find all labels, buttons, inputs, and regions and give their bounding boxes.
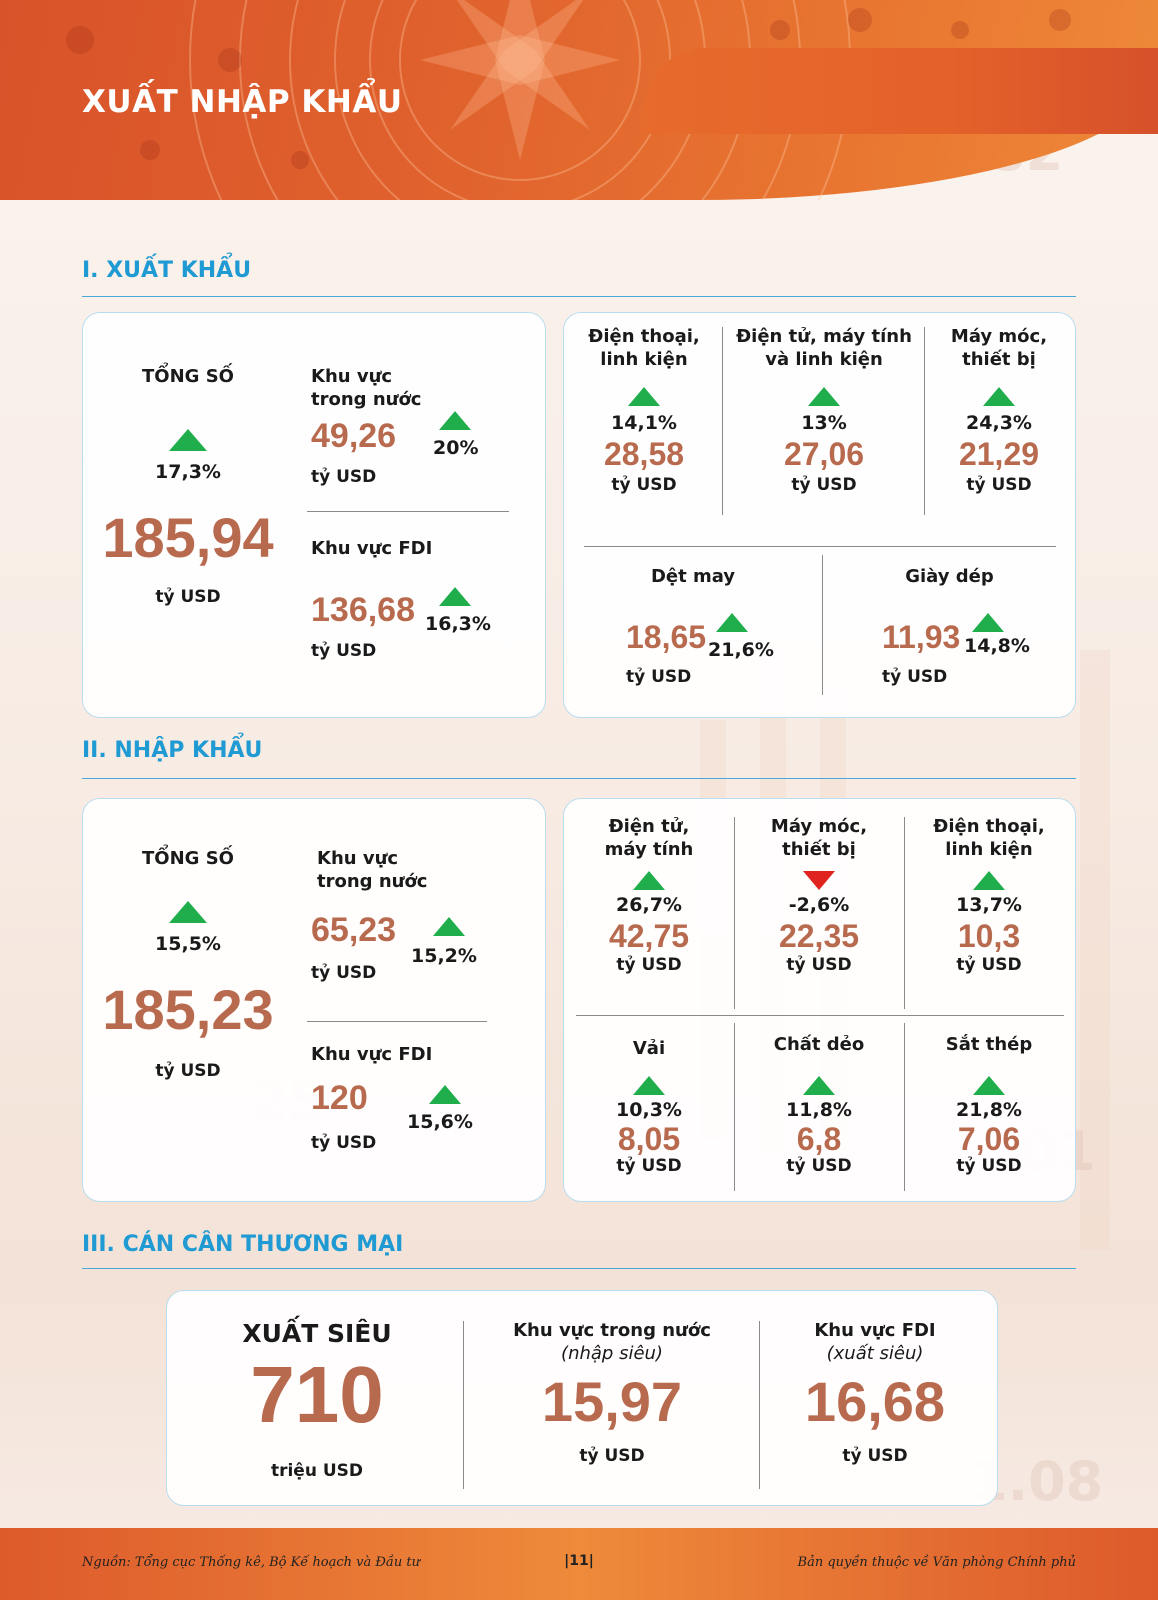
trend-up-icon	[716, 613, 748, 632]
trend-up-icon	[169, 901, 207, 923]
divider	[759, 1321, 760, 1489]
export-item-textiles: Dệt may 18,65 21,6% tỷ USD	[626, 566, 774, 687]
trend-up-icon	[972, 613, 1004, 632]
trend-up-icon	[628, 387, 660, 406]
import-domestic-value: 65,23	[311, 911, 397, 949]
trend-up-icon	[983, 387, 1015, 406]
trend-up-icon	[633, 1076, 665, 1095]
footer-bar	[0, 1528, 1158, 1600]
page-title: XUẤT NHẬP KHẨU	[82, 84, 403, 120]
import-item-fabric: Vải 10,3% 8,05 tỷ USD	[616, 1038, 682, 1176]
trend-up-icon	[808, 387, 840, 406]
header-banner: XUẤT NHẬP KHẨU	[0, 0, 1158, 200]
header-ribbon	[640, 48, 1158, 134]
export-item-machinery: Máy móc, thiết bị 24,3% 21,29 tỷ USD	[950, 326, 1048, 495]
import-total-unit: tỷ USD	[155, 1061, 221, 1081]
import-item-phones: Điện thoại, linh kiện 13,7% 10,3 tỷ USD	[933, 816, 1045, 975]
import-fdi-pct: 15,6%	[407, 1111, 473, 1133]
trend-up-icon	[439, 411, 471, 430]
balance-fdi: Khu vực FDI (xuất siêu) 16,68 tỷ USD	[804, 1320, 946, 1466]
import-total-pct: 15,5%	[155, 933, 221, 955]
section-title-import: II. NHẬP KHẨU	[82, 738, 263, 763]
export-domestic-value: 49,26	[311, 417, 397, 455]
divider	[584, 546, 1056, 547]
import-total-value: 185,23	[102, 978, 274, 1041]
trend-up-icon	[633, 871, 665, 890]
import-domestic-pct: 15,2%	[411, 945, 477, 967]
export-item-footwear: Giày dép 11,93 14,8% tỷ USD	[882, 566, 1030, 687]
export-fdi-pct: 16,3%	[425, 613, 491, 635]
divider	[307, 1021, 487, 1022]
export-total-unit: tỷ USD	[155, 587, 221, 607]
page-number: |11|	[564, 1553, 594, 1569]
divider	[904, 1023, 905, 1191]
divider	[822, 555, 823, 695]
import-item-electronics: Điện tử, máy tính 26,7% 42,75 tỷ USD	[604, 816, 694, 975]
footer-source: Nguồn: Tổng cục Thống kê, Bộ Kế hoạch và…	[82, 1555, 420, 1570]
import-domestic-unit: tỷ USD	[311, 963, 377, 983]
footer-copyright: Bản quyền thuộc về Văn phòng Chính phủ	[797, 1555, 1076, 1570]
export-total-value: 185,94	[102, 506, 274, 569]
section-divider	[82, 778, 1076, 779]
export-fdi-unit: tỷ USD	[311, 641, 377, 661]
import-fdi-value: 120	[311, 1079, 368, 1117]
section-title-export: I. XUẤT KHẨU	[82, 258, 252, 283]
divider	[734, 1023, 735, 1191]
divider	[924, 327, 925, 515]
section-divider	[82, 1268, 1076, 1269]
export-products-card: Điện thoại, linh kiện 14,1% 28,58 tỷ USD…	[563, 312, 1076, 718]
import-total-label: TỔNG SỐ	[142, 848, 234, 869]
import-products-card: Điện tử, máy tính 26,7% 42,75 tỷ USD Máy…	[563, 798, 1076, 1202]
import-domestic-label: Khu vực trong nước	[317, 848, 428, 892]
divider	[904, 817, 905, 1009]
balance-domestic: Khu vực trong nước (nhập siêu) 15,97 tỷ …	[513, 1320, 711, 1466]
export-domestic-unit: tỷ USD	[311, 467, 377, 487]
import-item-machinery: Máy móc, thiết bị -2,6% 22,35 tỷ USD	[770, 816, 868, 975]
balance-card: XUẤT SIÊU 710 triệu USD Khu vực trong nư…	[166, 1290, 998, 1506]
import-fdi-label: Khu vực FDI	[311, 1044, 433, 1065]
import-item-steel: Sắt thép 21,8% 7,06 tỷ USD	[945, 1034, 1033, 1176]
trend-up-icon	[803, 1076, 835, 1095]
divider	[734, 817, 735, 1009]
trend-up-icon	[429, 1085, 461, 1104]
surplus-value: 710	[250, 1350, 384, 1439]
divider	[463, 1321, 464, 1489]
import-item-plastics: Chất dẻo 11,8% 6,8 tỷ USD	[773, 1034, 865, 1176]
trend-up-icon	[439, 587, 471, 606]
export-total-pct: 17,3%	[155, 461, 221, 483]
export-summary-card: TỔNG SỐ 17,3% 185,94 tỷ USD Khu vực tron…	[82, 312, 546, 718]
export-fdi-value: 136,68	[311, 591, 415, 629]
export-domestic-label: Khu vực trong nước	[311, 366, 422, 410]
divider	[722, 327, 723, 515]
section-divider	[82, 296, 1076, 297]
section-title-balance: III. CÁN CÂN THƯƠNG MẠI	[82, 1232, 404, 1257]
trend-up-icon	[973, 871, 1005, 890]
export-item-electronics: Điện tử, máy tính và linh kiện 13% 27,06…	[736, 326, 912, 495]
trend-up-icon	[973, 1076, 1005, 1095]
export-total-label: TỔNG SỐ	[142, 366, 234, 387]
import-summary-card: TỔNG SỐ 15,5% 185,23 tỷ USD Khu vực tron…	[82, 798, 546, 1202]
export-fdi-label: Khu vực FDI	[311, 538, 433, 559]
divider	[307, 511, 509, 512]
trend-up-icon	[433, 917, 465, 936]
trend-up-icon	[169, 429, 207, 451]
divider	[576, 1015, 1064, 1016]
import-fdi-unit: tỷ USD	[311, 1133, 377, 1153]
export-item-phones: Điện thoại, linh kiện 14,1% 28,58 tỷ USD	[588, 326, 700, 495]
export-domestic-pct: 20%	[433, 437, 479, 459]
surplus-label: XUẤT SIÊU	[242, 1319, 392, 1348]
trend-down-icon	[803, 871, 835, 890]
surplus-unit: triệu USD	[270, 1461, 364, 1481]
